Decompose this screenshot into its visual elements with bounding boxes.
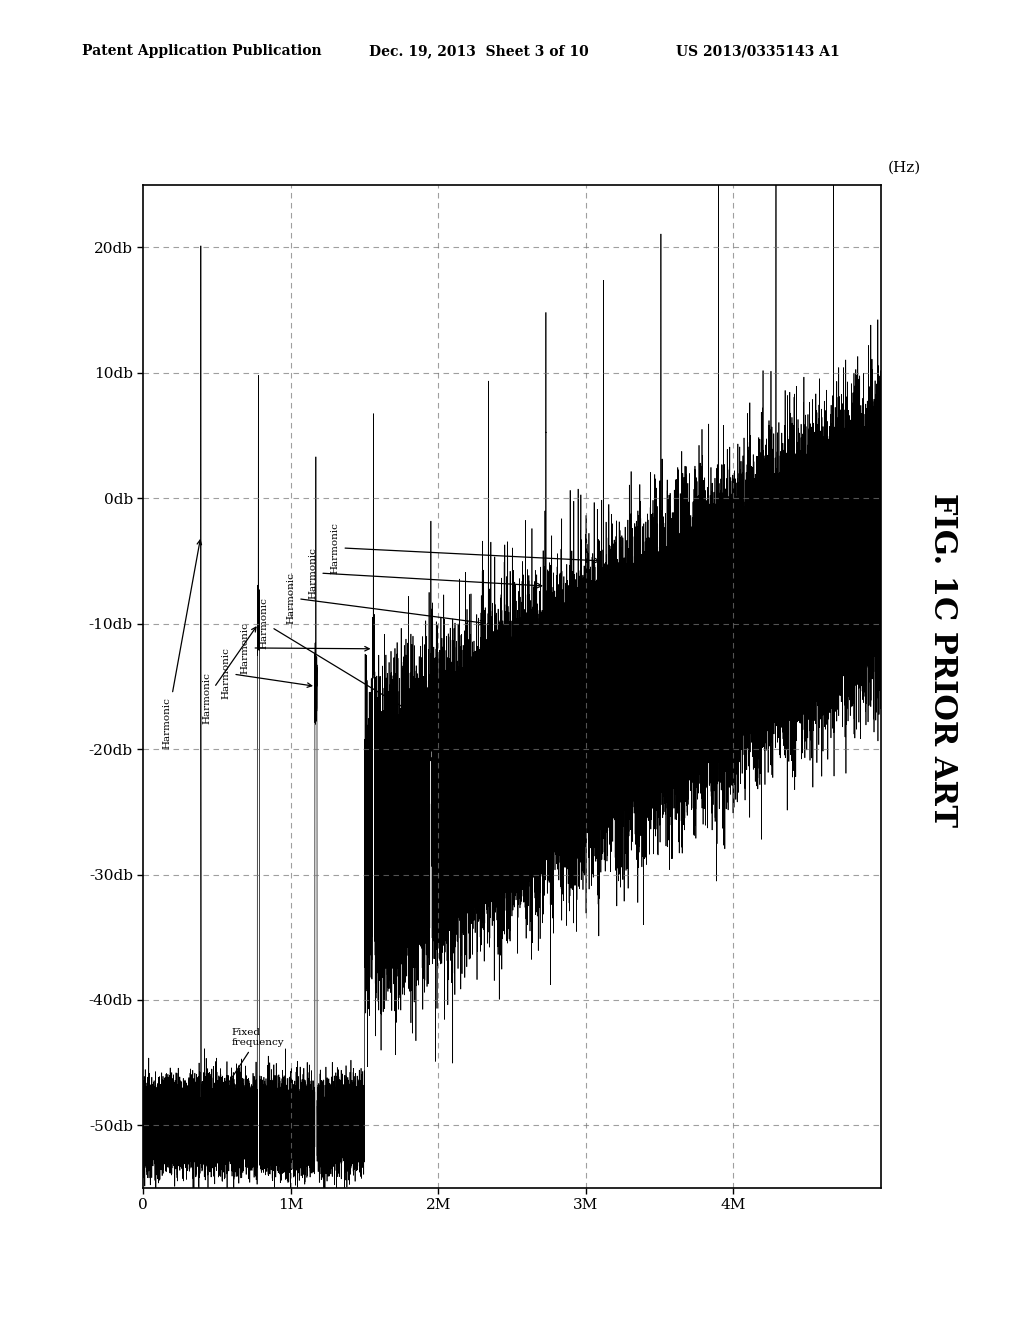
Text: FIG. 1C PRIOR ART: FIG. 1C PRIOR ART bbox=[927, 492, 957, 828]
Text: Harmonic: Harmonic bbox=[241, 622, 370, 673]
Text: Harmonic: Harmonic bbox=[221, 647, 311, 700]
Text: Harmonic: Harmonic bbox=[331, 521, 599, 573]
Text: Harmonic: Harmonic bbox=[163, 540, 202, 748]
Text: Dec. 19, 2013  Sheet 3 of 10: Dec. 19, 2013 Sheet 3 of 10 bbox=[369, 45, 589, 58]
Text: Harmonic: Harmonic bbox=[287, 572, 484, 624]
Text: Harmonic: Harmonic bbox=[203, 627, 256, 723]
Text: Harmonic: Harmonic bbox=[308, 546, 542, 599]
Text: Harmonic: Harmonic bbox=[260, 597, 427, 722]
Text: US 2013/0335143 A1: US 2013/0335143 A1 bbox=[676, 45, 840, 58]
Text: Fixed
frequency: Fixed frequency bbox=[203, 1028, 285, 1122]
Text: (Hz): (Hz) bbox=[888, 161, 922, 174]
Text: Patent Application Publication: Patent Application Publication bbox=[82, 45, 322, 58]
